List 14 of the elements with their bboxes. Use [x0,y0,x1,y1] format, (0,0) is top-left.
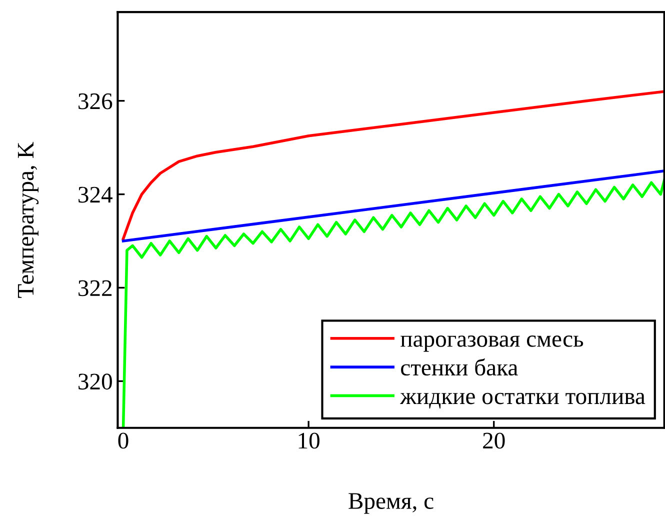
legend-label: стенки бака [401,358,518,376]
y-tick-label: 322 [78,280,112,296]
line-series [122,90,664,240]
x-tick-label: 20 [483,432,505,449]
line-series [122,178,664,428]
y-tick-label: 324 [78,186,112,203]
legend-label: жидкие остатки топлива [400,392,646,409]
x-tick-label: 0 [118,432,128,449]
y-tick-label: 320 [78,374,112,390]
y-axis-title: Температура, K [18,142,39,298]
x-tick-label: 10 [298,432,320,449]
x-axis-title: Время, с [348,493,434,514]
legend-label: парогазовая смесь [400,336,584,352]
y-tick-label: 326 [78,93,112,110]
